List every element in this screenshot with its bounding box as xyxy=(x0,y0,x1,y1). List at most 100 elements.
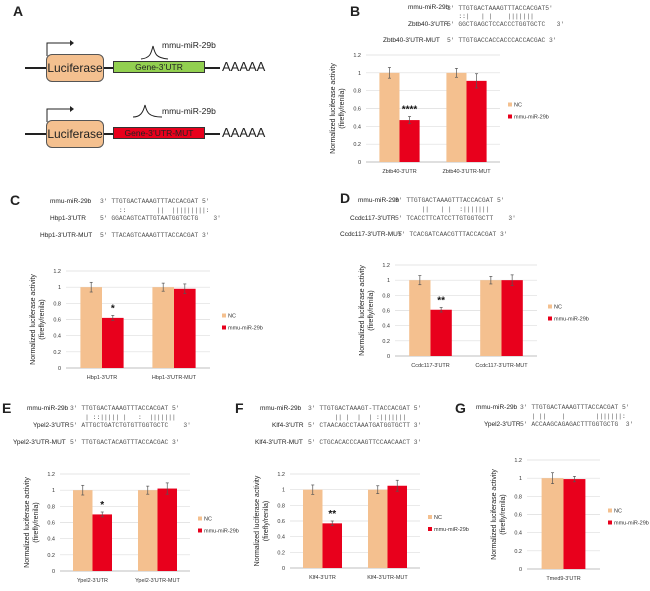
y-axis-label-c: (firefly/renila) xyxy=(39,299,46,339)
utr-label: Hbp1-3'UTR xyxy=(50,215,86,222)
mirna-label: mmu-miR-29b xyxy=(260,405,302,412)
utr-sequence: 5' TCACCTTCATCCTTGTGGTGCTT 3' xyxy=(395,215,516,222)
legend-swatch-c xyxy=(222,313,226,318)
bar-c-nc xyxy=(152,287,174,368)
bar-e-mir xyxy=(92,514,112,571)
panel-label-c: C xyxy=(10,192,21,208)
y-tick-label-e: 1 xyxy=(52,488,55,494)
y-tick-label-d: 0.8 xyxy=(382,293,390,299)
utr-sequence: 5' GGACAGTCATTGTAATGGTGCTG 3' xyxy=(100,215,221,222)
significance-marker-c: * xyxy=(111,303,115,314)
bar-f-nc xyxy=(303,489,323,568)
y-axis-label-f: (firefly/renila) xyxy=(263,501,270,541)
legend-swatch-g xyxy=(608,508,612,513)
y-tick-label-f: 0.2 xyxy=(277,550,285,556)
significance-marker-d: ** xyxy=(437,295,445,306)
polya-label-wt: AAAAA xyxy=(222,59,266,74)
mirna-sequence: 3' TTGTGACTAAAGTTTACCACGAT5' xyxy=(447,5,553,12)
utr-sequence: 5' GGCTGAGCTCCACCCTGGTGCTC 3' xyxy=(447,21,565,28)
polya-label-mut: AAAAA xyxy=(222,125,266,140)
mut-sequence: 5' TTGTGACCACCACCCACCACGAC 3' xyxy=(447,37,557,44)
legend-label-e: mmu-miR-29b xyxy=(204,529,239,535)
utr-label: Ccdc117-3'UTR xyxy=(350,215,396,222)
y-tick-label-b: 0 xyxy=(358,160,361,166)
legend-swatch-g xyxy=(608,520,612,525)
bar-b-mir xyxy=(399,120,420,162)
x-tick-label-e: Ypel2-3'UTR-MUT xyxy=(135,578,180,584)
y-tick-label-f: 1.2 xyxy=(277,472,285,478)
y-tick-label-f: 0.4 xyxy=(277,535,285,541)
x-tick-label-f: Klf4-3'UTR-MUT xyxy=(367,575,408,581)
utr-label: Ypel2-3'UTR xyxy=(484,421,521,428)
x-tick-label-g: Tmed9-3'UTR xyxy=(546,576,580,582)
x-tick-label-d: Ccdc117-3'UTR xyxy=(411,363,450,369)
legend-label-e: NC xyxy=(204,517,212,523)
mut-label: Klf4-3'UTR-MUT xyxy=(255,439,303,446)
panel-label-b: B xyxy=(350,3,361,19)
y-tick-label-c: 0.2 xyxy=(53,350,61,356)
y-tick-label-g: 0.4 xyxy=(514,531,522,537)
y-tick-label-d: 0 xyxy=(387,354,390,360)
pairing-marks: || | | :||||||| xyxy=(395,206,490,213)
luciferase-box-wt: Luciferase xyxy=(46,54,104,82)
panel-label-f: F xyxy=(235,400,244,416)
legend-swatch-d xyxy=(548,316,552,321)
mirna-icon xyxy=(132,104,163,118)
mirna-sequence: 3' TTGTGACTAAAGTTTACCACGAT 5' xyxy=(520,404,630,411)
mirna-label: mmu-miR-29b xyxy=(476,404,518,411)
pairing-marks: ::| | | ||||||| xyxy=(447,13,534,20)
bar-d-mir xyxy=(430,309,452,356)
y-tick-label-b: 1 xyxy=(358,71,361,77)
legend-swatch-f xyxy=(428,515,432,519)
legend-label-d: NC xyxy=(554,305,562,311)
bar-e-nc xyxy=(138,490,158,571)
y-axis-label-e: (firefly/renila) xyxy=(33,502,40,542)
y-axis-label-d: Normalized luciferase activity xyxy=(359,265,366,356)
x-tick-label-b: Zbtb40-3'UTR xyxy=(382,169,416,175)
y-tick-label-e: 0.8 xyxy=(47,504,55,510)
y-axis-label-g: (firefly/renila) xyxy=(500,494,507,534)
y-tick-label-e: 0.2 xyxy=(47,553,55,559)
mut-label: Ypel2-3'UTR-MUT xyxy=(13,439,66,446)
bar-f-mir xyxy=(322,523,342,568)
utr-mut-box: Gene-3’UTR-MUT xyxy=(113,127,205,139)
mut-label: Ccdc117-3'UTR-MUT xyxy=(340,231,402,238)
x-tick-label-c: Hbp1-3'UTR xyxy=(87,375,117,381)
y-tick-label-g: 1.2 xyxy=(514,458,522,464)
y-tick-label-e: 0 xyxy=(52,569,55,575)
mirna-label: mmu-miR-29b xyxy=(50,198,92,205)
y-tick-label-f: 1 xyxy=(282,488,285,494)
pairing-marks: | || | |||||||: xyxy=(520,413,626,420)
utr-sequence: 5' ACCAAGCAGAGACTTTGGTGCTG 3' xyxy=(520,421,634,428)
y-tick-label-b: 0.8 xyxy=(353,89,361,95)
y-tick-label-g: 0 xyxy=(519,567,522,573)
x-tick-label-d: Ccdc117-3'UTR-MUT xyxy=(475,363,528,369)
y-axis-label-b: Normalized luciferase activity xyxy=(330,63,337,154)
pairing-marks: :: || |||||||||: xyxy=(100,207,210,214)
y-tick-label-g: 0.6 xyxy=(514,513,522,519)
mirna-sequence: 3' TTGTGACTAAAGT-TTACCACGAT 5' xyxy=(308,405,422,412)
pairing-marks: | ::||||| | : ||||||| xyxy=(70,414,176,421)
bar-e-nc xyxy=(73,490,93,571)
y-tick-label-c: 0.6 xyxy=(53,318,61,324)
y-axis-label-e: Normalized luciferase activity xyxy=(24,477,31,568)
y-tick-label-g: 0.2 xyxy=(514,549,522,555)
legend-label-f: NC xyxy=(434,515,442,521)
bar-c-nc xyxy=(80,287,102,368)
y-axis-label-c: Normalized luciferase activity xyxy=(30,274,37,365)
y-axis-label-f: Normalized luciferase activity xyxy=(254,475,261,566)
y-tick-label-b: 0.4 xyxy=(353,124,361,130)
y-tick-label-d: 0.2 xyxy=(382,339,390,345)
y-tick-label-g: 1 xyxy=(519,476,522,482)
bar-f-nc xyxy=(368,489,388,568)
mut-sequence: 5' TTACAGTCAAAGTTTACCACGAT 3' xyxy=(100,232,210,239)
mirna-label: mmu-miR-29b xyxy=(358,197,400,204)
y-tick-label-e: 1.2 xyxy=(47,472,55,478)
y-tick-label-c: 0.4 xyxy=(53,334,61,340)
utr-sequence: 5' ATTGCTGATCTGTGTTGGTGCTC 3' xyxy=(70,422,191,429)
bar-b-nc xyxy=(446,72,467,162)
mut-sequence: 5' CTGCACACCCAAGTTCCAACAACT 3' xyxy=(308,439,422,446)
legend-label-c: mmu-miR-29b xyxy=(228,326,263,332)
y-tick-label-c: 1.2 xyxy=(53,269,61,275)
